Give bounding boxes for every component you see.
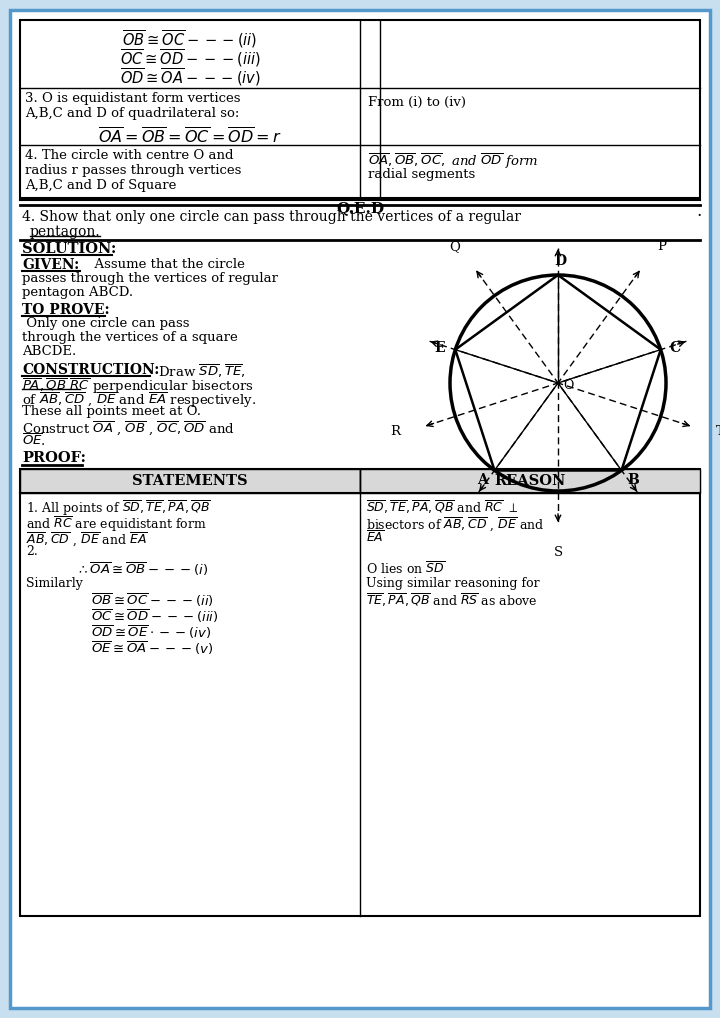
- Text: $\overline{OB} \cong \overline{OC} - - - (ii)$: $\overline{OB} \cong \overline{OC} - - -…: [91, 592, 214, 609]
- Text: Draw $\overline{SD}, \overline{TE},$: Draw $\overline{SD}, \overline{TE},$: [154, 363, 246, 381]
- Text: $\overline{OA} = \overline{OB} = \overline{OC} = \overline{OD} = r$: $\overline{OA} = \overline{OB} = \overli…: [98, 128, 282, 148]
- Text: $\overline{OE}$.: $\overline{OE}$.: [22, 433, 46, 449]
- Text: REASON: REASON: [495, 474, 566, 488]
- Text: Using similar reasoning for: Using similar reasoning for: [366, 577, 539, 590]
- Text: Q: Q: [449, 240, 460, 253]
- Text: These all points meet at O.: These all points meet at O.: [22, 405, 201, 418]
- Text: $\overline{OD} \cong \overline{OE} \cdot - - (iv)$: $\overline{OD} \cong \overline{OE} \cdot…: [91, 624, 211, 641]
- Text: $\overline{OA}, \overline{OB}, \overline{OC},$ and $\overline{OD}$ form: $\overline{OA}, \overline{OB}, \overline…: [368, 152, 538, 171]
- Text: TO PROVE:: TO PROVE:: [22, 303, 109, 317]
- Text: $\overline{OB} \cong \overline{OC} - - - (ii)$: $\overline{OB} \cong \overline{OC} - - -…: [122, 29, 258, 50]
- Text: pentagon ABCD.: pentagon ABCD.: [22, 286, 133, 299]
- Text: A,B,C and D of quadrilateral so:: A,B,C and D of quadrilateral so:: [25, 107, 239, 120]
- Text: 3. O is equidistant form vertices: 3. O is equidistant form vertices: [25, 92, 240, 105]
- Text: passes through the vertices of regular: passes through the vertices of regular: [22, 272, 278, 285]
- Text: of $\overline{AB}, \overline{CD}$ , $\overline{DE}$ and $\overline{EA}$ respecti: of $\overline{AB}, \overline{CD}$ , $\ov…: [22, 391, 256, 410]
- Text: P: P: [657, 240, 666, 253]
- Text: O lies on $\overline{SD}$: O lies on $\overline{SD}$: [366, 561, 445, 577]
- Text: CONSTRUCTION:: CONSTRUCTION:: [22, 363, 159, 377]
- Bar: [20, 469, 700, 916]
- Text: .: .: [696, 203, 701, 220]
- Text: From (i) to (iv): From (i) to (iv): [368, 96, 466, 109]
- Text: $\therefore \overline{OA} \cong \overline{OB} - - - (i)$: $\therefore \overline{OA} \cong \overlin…: [76, 561, 209, 578]
- Text: O: O: [563, 379, 573, 392]
- Text: PROOF:: PROOF:: [22, 451, 86, 465]
- Text: $\overline{OC} \cong \overline{OD} - - - (iii)$: $\overline{OC} \cong \overline{OD} - - -…: [120, 47, 261, 68]
- Bar: [360, 469, 700, 493]
- Bar: [20, 20, 700, 197]
- Text: bisectors of $\overline{AB}, \overline{CD}$ , $\overline{DE}$ and: bisectors of $\overline{AB}, \overline{C…: [366, 515, 544, 532]
- Text: $\overline{OD} \cong \overline{OA} - - - (iv)$: $\overline{OD} \cong \overline{OA} - - -…: [120, 66, 261, 88]
- Text: 2.: 2.: [26, 545, 37, 558]
- Text: ABCDE.: ABCDE.: [22, 345, 76, 358]
- Text: Assume that the circle: Assume that the circle: [86, 258, 245, 271]
- Text: and $\overline{RC}$ are equidistant form: and $\overline{RC}$ are equidistant form: [26, 515, 207, 534]
- Text: radius r passes through vertices: radius r passes through vertices: [25, 164, 241, 177]
- Text: $\overline{EA}$: $\overline{EA}$: [366, 530, 384, 546]
- Text: $\overline{PA}, \overline{QB}$ $\overline{RC}$ perpendicular bisectors: $\overline{PA}, \overline{QB}$ $\overlin…: [22, 377, 253, 396]
- Text: pentagon.: pentagon.: [30, 225, 101, 239]
- Text: $\overline{SD}, \overline{TE}, \overline{PA}, \overline{QB}$ and $\overline{RC}$: $\overline{SD}, \overline{TE}, \overline…: [366, 499, 518, 515]
- Text: $\overline{OC} \cong \overline{OD} - - - (iii)$: $\overline{OC} \cong \overline{OD} - - -…: [91, 608, 219, 625]
- Text: Similarly: Similarly: [26, 577, 83, 590]
- Text: T: T: [716, 425, 720, 438]
- Text: SOLUTION:: SOLUTION:: [22, 242, 117, 256]
- Text: 1. All points of $\overline{SD}, \overline{TE}, \overline{PA}, \overline{QB}$: 1. All points of $\overline{SD}, \overli…: [26, 499, 211, 518]
- Text: R: R: [391, 425, 400, 438]
- Text: A: A: [477, 473, 488, 488]
- Text: GIVEN:: GIVEN:: [22, 258, 79, 272]
- Text: $\overline{AB}, \overline{CD}$ , $\overline{DE}$ and $\overline{EA}$: $\overline{AB}, \overline{CD}$ , $\overl…: [26, 530, 148, 548]
- Text: Construct $\overline{OA}$ , $\overline{OB}$ , $\overline{OC}, \overline{OD}$ and: Construct $\overline{OA}$ , $\overline{O…: [22, 419, 235, 437]
- Text: $\overline{TE}, \overline{PA}, \overline{QB}$ and $\overline{RS}$ as above: $\overline{TE}, \overline{PA}, \overline…: [366, 592, 538, 609]
- Text: radial segments: radial segments: [368, 168, 475, 181]
- Text: Q.E.D: Q.E.D: [336, 201, 384, 215]
- Text: E: E: [434, 341, 444, 354]
- Text: Only one circle can pass: Only one circle can pass: [22, 317, 189, 330]
- Text: $\overline{OE} \cong \overline{OA} - - - (v)$: $\overline{OE} \cong \overline{OA} - - -…: [91, 640, 213, 658]
- Text: A,B,C and D of Square: A,B,C and D of Square: [25, 179, 176, 192]
- Text: B: B: [628, 473, 639, 488]
- Bar: [20, 469, 360, 493]
- Text: 4. The circle with centre O and: 4. The circle with centre O and: [25, 149, 233, 162]
- Text: S: S: [554, 547, 562, 560]
- Text: C: C: [669, 341, 680, 354]
- Text: 4. Show that only one circle can pass through the vertices of a regular: 4. Show that only one circle can pass th…: [22, 210, 521, 224]
- Text: D: D: [554, 254, 566, 268]
- Text: through the vertices of a square: through the vertices of a square: [22, 331, 238, 344]
- Text: STATEMENTS: STATEMENTS: [132, 474, 248, 488]
